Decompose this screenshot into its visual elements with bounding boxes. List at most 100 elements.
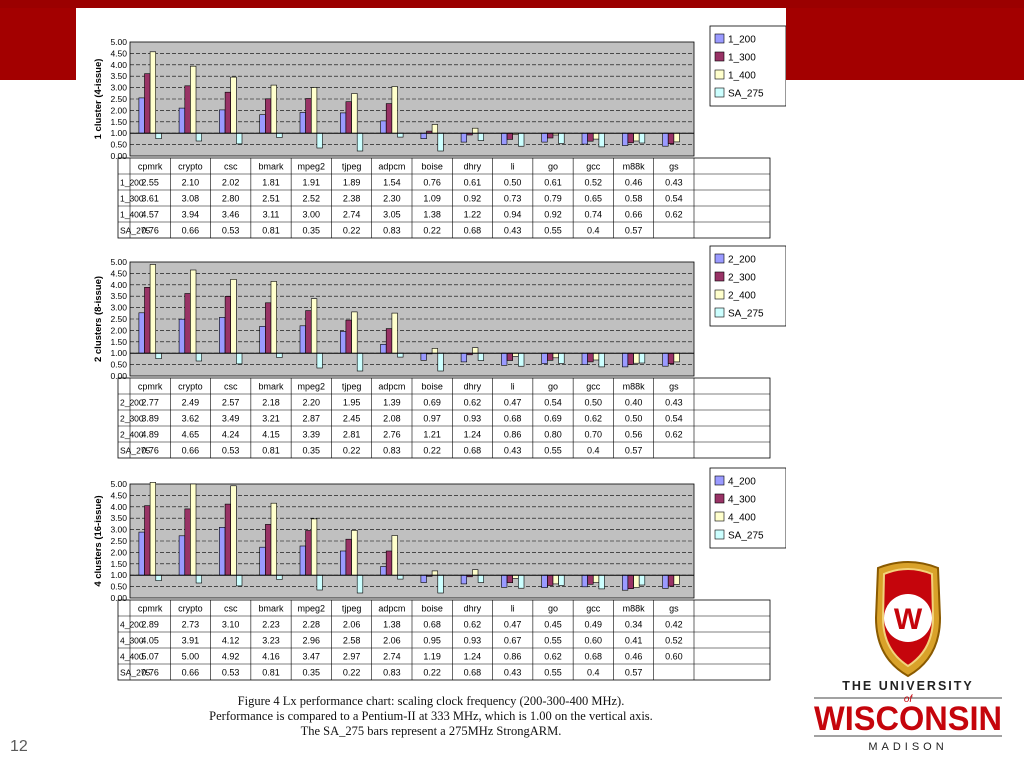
- category-label: adpcm: [378, 382, 405, 392]
- y-tick-label: 0.50: [110, 360, 127, 370]
- data-label: 3.94: [182, 210, 200, 220]
- bar-SA_275-dhry: [477, 574, 485, 583]
- bar-1_400-crypto: [190, 65, 197, 134]
- data-label: 0.83: [383, 446, 401, 456]
- crest-icon: W: [874, 561, 942, 678]
- category-label: gs: [669, 162, 679, 172]
- bar-1_400-adpcm: [391, 86, 398, 134]
- data-label: 0.35: [303, 668, 321, 678]
- data-label: 0.83: [383, 668, 401, 678]
- data-label: 0.57: [625, 446, 643, 456]
- legend-swatch: [714, 511, 725, 522]
- bar-2_200-bmark: [259, 326, 266, 354]
- data-label: 1.95: [343, 398, 361, 408]
- bar-1_300-tjpeg: [345, 101, 352, 134]
- data-label: 0.52: [665, 636, 683, 646]
- data-label: 0.57: [625, 226, 643, 236]
- category-label: crypto: [178, 604, 203, 614]
- data-label: 3.05: [383, 210, 401, 220]
- bar-4_400-dhry: [472, 569, 479, 576]
- y-tick-label: 4.00: [110, 502, 127, 512]
- data-label: 4.57: [141, 210, 159, 220]
- bar-SA_275-dhry: [477, 352, 485, 361]
- bar-1_300-cpmrk: [144, 73, 151, 134]
- data-label: 0.92: [544, 210, 562, 220]
- bar-4_400-mpeg2: [311, 518, 318, 576]
- data-label: 0.54: [665, 414, 683, 424]
- data-label: 2.52: [303, 194, 321, 204]
- category-label: bmark: [258, 382, 284, 392]
- category-label: adpcm: [378, 162, 405, 172]
- category-label: mpeg2: [298, 162, 326, 172]
- bar-2_200-gs: [662, 352, 669, 367]
- category-label: boise: [421, 162, 443, 172]
- data-label: 0.67: [504, 636, 522, 646]
- bar-4_200-crypto: [178, 535, 185, 576]
- data-label: 0.43: [665, 178, 683, 188]
- bar-4_200-gcc: [581, 574, 588, 588]
- data-label: 2.23: [262, 620, 280, 630]
- data-label: 4.16: [262, 652, 280, 662]
- category-label: cpmrk: [138, 604, 163, 614]
- category-label: bmark: [258, 604, 284, 614]
- bar-SA_275-gcc: [598, 132, 605, 148]
- bar-2_300-li: [506, 352, 514, 361]
- data-label: 0.65: [585, 194, 603, 204]
- bar-4_200-bmark: [259, 546, 266, 576]
- bar-2_300-gcc: [587, 352, 594, 363]
- data-label: 1.24: [464, 652, 482, 662]
- bar-2_200-crypto: [178, 318, 185, 354]
- data-label: 0.68: [504, 414, 522, 424]
- data-label: 3.61: [141, 194, 159, 204]
- bar-SA_275-mpeg2: [316, 132, 323, 149]
- y-tick-label: 0.00: [110, 593, 127, 603]
- bar-4_400-adpcm: [391, 535, 398, 576]
- legend-swatch: [714, 529, 725, 540]
- bar-2_300-m88k: [627, 352, 634, 365]
- data-label: 0.62: [464, 620, 482, 630]
- data-label: 2.89: [141, 620, 159, 630]
- legend-label: SA_275: [728, 309, 764, 320]
- y-tick-label: 3.00: [110, 83, 127, 93]
- bar-2_200-csc: [219, 317, 226, 354]
- bar-SA_275-go: [558, 574, 565, 586]
- bar-1_400-cpmrk: [149, 51, 156, 134]
- y-tick-label: 2.50: [110, 536, 127, 546]
- figure-caption-line2: Performance is compared to a Pentium-II …: [209, 709, 653, 723]
- data-label: 1.19: [423, 652, 441, 662]
- data-label: 0.43: [504, 446, 522, 456]
- data-label: 2.76: [383, 430, 401, 440]
- data-label: 0.66: [182, 226, 200, 236]
- bar-2_300-go: [547, 352, 554, 361]
- bar-1_200-boise: [420, 132, 427, 139]
- bar-1_300-go: [547, 132, 554, 139]
- data-label: 2.51: [262, 194, 280, 204]
- bar-SA_275-m88k: [638, 574, 646, 586]
- y-tick-label: 2.00: [110, 547, 127, 557]
- bar-2_300-cpmrk: [144, 286, 151, 354]
- data-label: 2.30: [383, 194, 401, 204]
- bar-SA_275-crypto: [195, 574, 202, 584]
- data-label: 4.89: [141, 430, 159, 440]
- y-tick-label: 0.50: [110, 140, 127, 150]
- data-label: 1.81: [262, 178, 280, 188]
- data-label: 0.76: [141, 446, 159, 456]
- bar-SA_275-boise: [437, 574, 444, 594]
- y-axis-label: 2 clusters (8-issue): [93, 276, 104, 362]
- data-label: 0.70: [585, 430, 603, 440]
- data-label: 0.93: [464, 636, 482, 646]
- legend-label: 1_200: [728, 35, 756, 46]
- bar-4_200-gs: [662, 574, 669, 589]
- bar-2_200-adpcm: [380, 344, 387, 354]
- data-label: 0.93: [464, 414, 482, 424]
- data-label: 0.22: [343, 226, 361, 236]
- bar-2_400-go: [552, 352, 559, 359]
- legend-swatch: [714, 33, 725, 44]
- bar-SA_275-crypto: [195, 352, 202, 362]
- data-label: 1.54: [383, 178, 401, 188]
- y-tick-label: 0.00: [110, 151, 127, 161]
- bar-1_400-csc: [230, 76, 237, 134]
- category-label: mpeg2: [298, 604, 326, 614]
- data-label: 0.76: [423, 178, 441, 188]
- bar-SA_275-li: [518, 132, 525, 147]
